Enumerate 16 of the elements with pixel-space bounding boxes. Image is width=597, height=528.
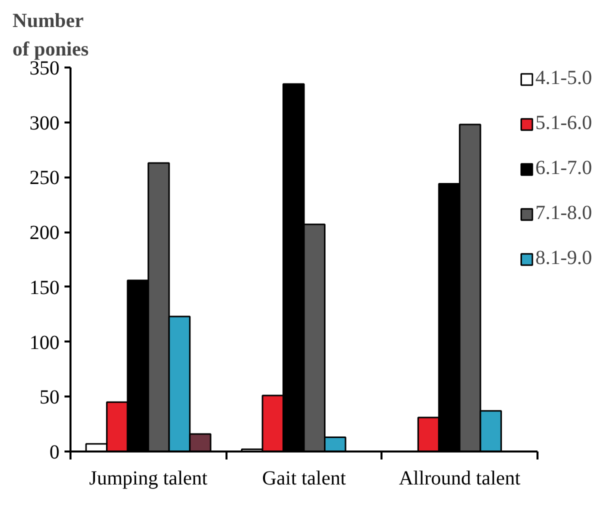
legend-label: 4.1-5.0 — [535, 67, 592, 90]
legend-label: 5.1-6.0 — [535, 112, 592, 135]
y-tick-label: 300 — [30, 112, 60, 134]
y-tick-label: 200 — [30, 222, 60, 244]
legend-label: 7.1-8.0 — [535, 202, 592, 225]
legend-label: 8.1-9.0 — [535, 247, 592, 270]
y-tick-label: 150 — [30, 276, 60, 299]
y-tick-label: 50 — [40, 386, 60, 409]
legend-label: 6.1-7.0 — [535, 157, 592, 180]
y-tick-label: 100 — [30, 332, 60, 354]
x-tick-label: Allround talent — [398, 468, 521, 490]
x-tick-label: Jumping talent — [89, 468, 208, 490]
y-axis-title: Number of ponies — [12, 10, 89, 60]
x-tick-label: Gait talent — [262, 468, 346, 490]
y-tick-label: 0 — [50, 442, 60, 464]
y-tick-label: 250 — [30, 167, 60, 190]
